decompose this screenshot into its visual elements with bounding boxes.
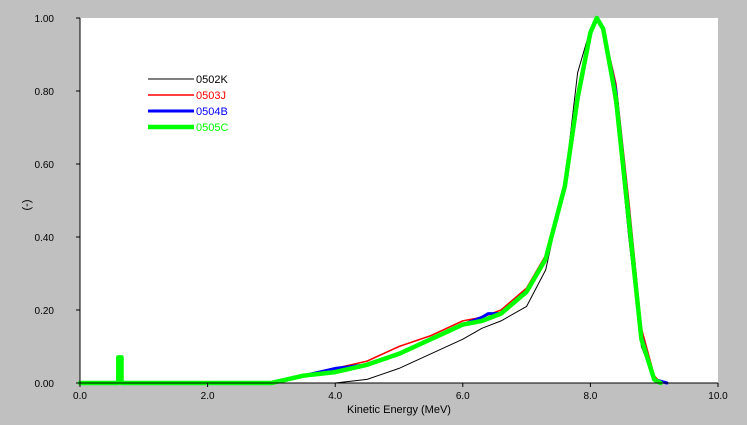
- y-tick-label: 0.00: [35, 379, 55, 390]
- y-axis-label: (-): [21, 200, 33, 211]
- x-axis-label: Kinetic Energy (MeV): [347, 404, 451, 416]
- y-tick-label: 0.40: [35, 233, 55, 244]
- x-tick-label: 0.0: [73, 391, 87, 402]
- legend-label: 0504B: [196, 106, 228, 118]
- y-tick-label: 1.00: [35, 14, 55, 25]
- x-tick-label: 2.0: [201, 391, 215, 402]
- legend-label: 0503J: [196, 90, 226, 102]
- legend-label: 0502K: [196, 74, 228, 86]
- x-tick-label: 8.0: [583, 391, 597, 402]
- x-tick-label: 10.0: [708, 391, 728, 402]
- y-tick-label: 0.60: [35, 160, 55, 171]
- y-tick-label: 0.20: [35, 306, 55, 317]
- legend-label: 0505C: [196, 122, 228, 134]
- y-tick-label: 0.80: [35, 87, 55, 98]
- x-tick-label: 4.0: [328, 391, 342, 402]
- plot-area: [80, 18, 718, 383]
- x-tick-label: 6.0: [456, 391, 470, 402]
